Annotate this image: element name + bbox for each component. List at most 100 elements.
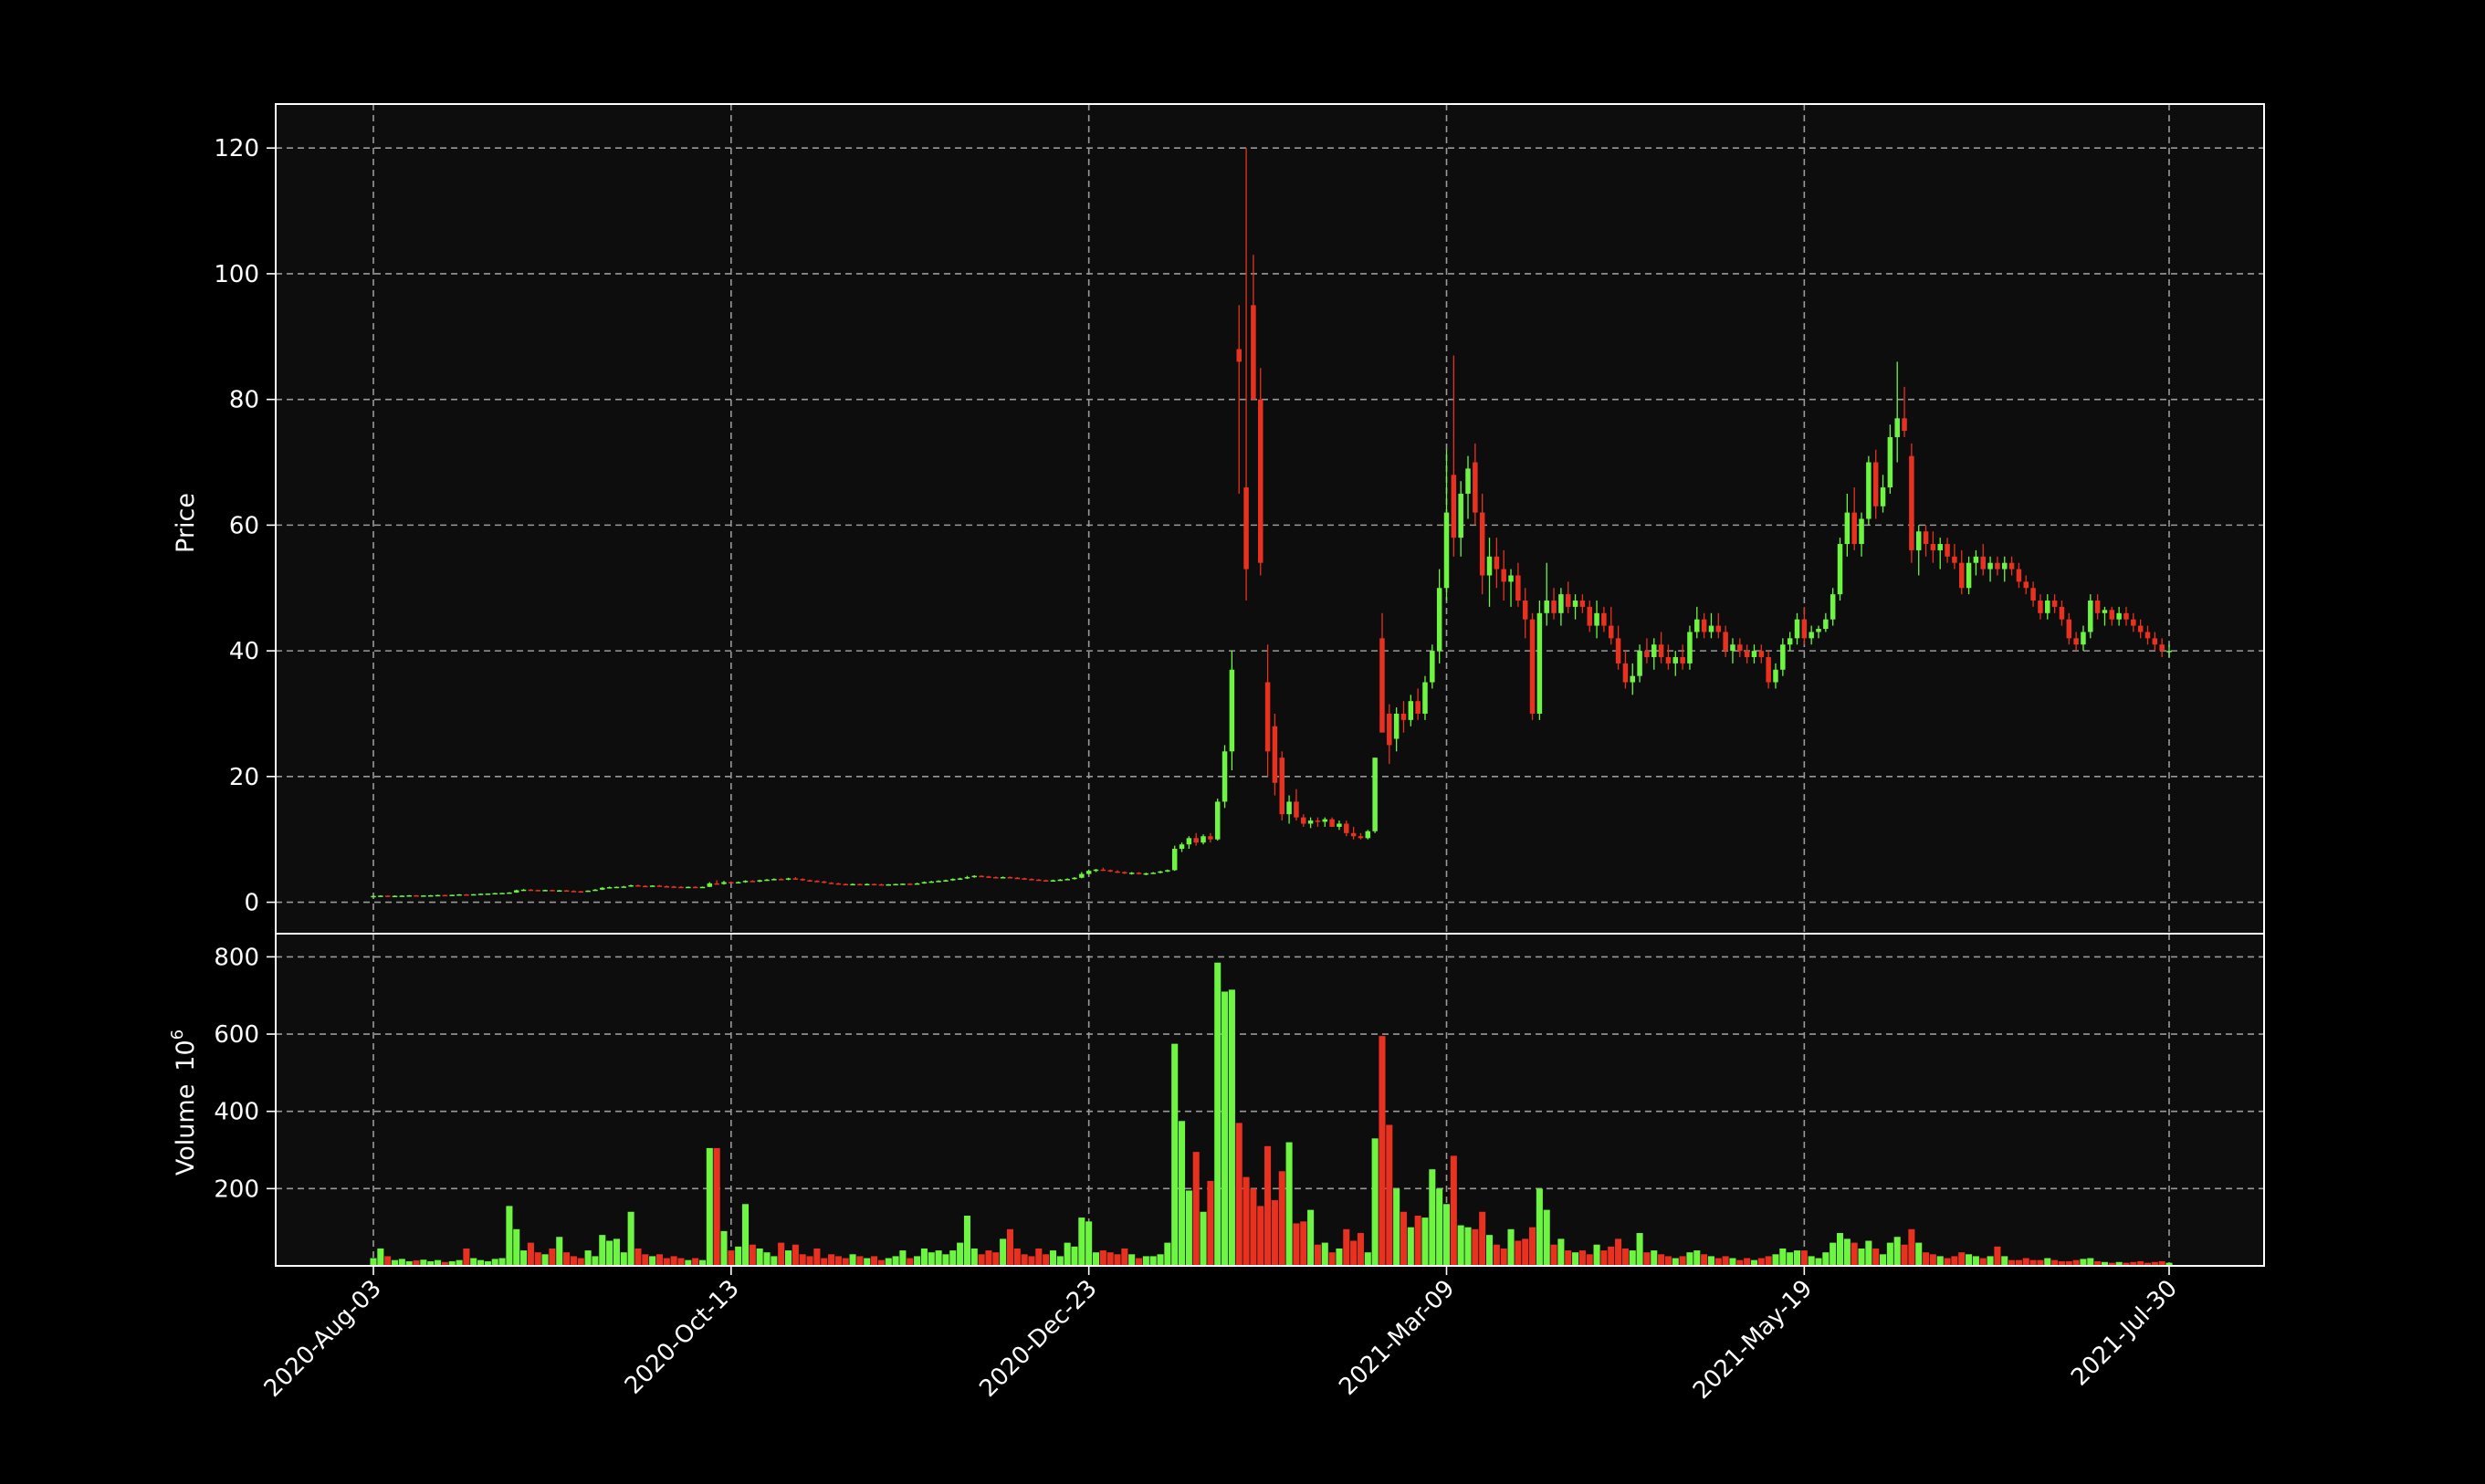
candle-body <box>792 878 799 880</box>
candle-body <box>2166 651 2172 653</box>
candle-body <box>578 891 584 894</box>
volume-bar <box>1200 1211 1207 1266</box>
candle-body <box>1816 629 1821 632</box>
candle-body <box>507 892 512 894</box>
volume-bar <box>992 1252 1000 1266</box>
candle-body <box>456 894 462 896</box>
volume-bar <box>1328 1252 1336 1266</box>
candle-body <box>907 883 913 885</box>
candle-body <box>1973 556 1979 563</box>
volume-bar <box>1750 1259 1758 1266</box>
volume-bar <box>1923 1252 1930 1266</box>
volume-bar <box>2158 1260 2165 1266</box>
candle-body <box>1945 544 1950 557</box>
candle-body <box>2116 612 2122 620</box>
candle-body <box>557 890 562 892</box>
volume-tick-label: 400 <box>214 1099 259 1126</box>
volume-bar <box>1901 1244 1908 1266</box>
candle-body <box>1587 606 1592 626</box>
volume-bar <box>435 1259 442 1266</box>
candle-body <box>2109 610 2115 620</box>
candle-body <box>664 886 670 888</box>
volume-bar <box>1536 1188 1543 1266</box>
volume-bar <box>799 1254 806 1266</box>
volume-bar <box>2123 1262 2130 1266</box>
volume-bar <box>427 1260 435 1266</box>
candle-body <box>470 894 477 896</box>
volume-bar <box>1343 1228 1350 1266</box>
candle-body <box>1022 878 1027 880</box>
candle-body <box>893 883 898 886</box>
candle-body <box>2073 638 2079 645</box>
candle-body <box>1236 349 1242 362</box>
volume-bar <box>1414 1215 1421 1266</box>
volume-bar <box>1707 1256 1714 1266</box>
volume-bar <box>606 1240 613 1266</box>
candle-body <box>1393 713 1400 739</box>
candle-body <box>1014 877 1021 880</box>
candle-body <box>643 885 648 888</box>
candle-body <box>477 894 484 895</box>
candle-body <box>678 886 684 889</box>
volume-bar <box>1257 1206 1264 1266</box>
volume-bar <box>1744 1258 1751 1266</box>
candle-body <box>1337 823 1342 827</box>
candle-body <box>1400 713 1407 720</box>
volume-bar <box>484 1260 491 1266</box>
volume-bar <box>1300 1221 1307 1266</box>
volume-bar <box>2072 1259 2080 1266</box>
candle-body <box>1830 594 1836 620</box>
volume-bar <box>1858 1248 1865 1266</box>
candle-body <box>1272 726 1278 783</box>
volume-bar <box>1336 1248 1343 1266</box>
volume-bar <box>1142 1256 1149 1266</box>
candle-body <box>1479 512 1485 576</box>
candle-body <box>971 875 978 878</box>
volume-bar <box>527 1242 534 1266</box>
candle-body <box>1465 468 1471 494</box>
candle-body <box>1408 701 1414 720</box>
volume-bar <box>1593 1244 1600 1266</box>
candle-body <box>1902 418 1907 432</box>
volume-bar <box>1800 1250 1808 1266</box>
candle-body <box>399 895 405 897</box>
candle-body <box>764 879 770 882</box>
volume-bar <box>1457 1225 1464 1266</box>
candle-body <box>550 890 555 892</box>
candle-body <box>1723 632 1728 652</box>
volume-bar <box>1529 1227 1536 1266</box>
candle-body <box>1057 879 1064 882</box>
candle-body <box>592 889 598 892</box>
candle-body <box>1379 638 1385 733</box>
volume-bar <box>2101 1261 2108 1266</box>
volume-bar <box>1872 1248 1880 1266</box>
candle-body <box>1522 601 1528 620</box>
candle-body <box>1937 544 1943 550</box>
volume-bar <box>491 1259 498 1266</box>
volume-bar <box>549 1248 556 1266</box>
price-tick-label: 120 <box>214 135 259 162</box>
candle-body <box>1100 869 1106 872</box>
volume-bar <box>1364 1252 1371 1266</box>
volume-bar <box>1421 1218 1429 1266</box>
volume-bar <box>1600 1250 1608 1266</box>
volume-bar <box>1543 1209 1550 1266</box>
volume-bar <box>1293 1223 1300 1266</box>
volume-bar <box>1893 1237 1901 1266</box>
candle-body <box>1987 562 1993 570</box>
candle-body <box>957 878 963 880</box>
candle-body <box>1043 880 1049 882</box>
volume-bar <box>1515 1240 1522 1266</box>
volume-bar <box>1936 1256 1944 1266</box>
volume-bar <box>1049 1250 1057 1266</box>
volume-bar <box>1472 1228 1479 1266</box>
candle-body <box>656 885 663 887</box>
candle-body <box>1615 638 1621 664</box>
candle-body <box>2008 562 2015 570</box>
candle-body <box>1751 651 1757 657</box>
candle-body <box>729 882 734 884</box>
candle-body <box>1136 873 1142 874</box>
candle-body <box>2081 632 2086 645</box>
candle-body <box>835 883 842 885</box>
